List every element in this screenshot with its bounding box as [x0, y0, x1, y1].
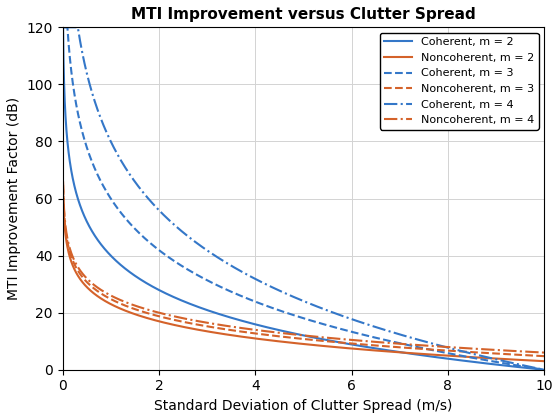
Noncoherent, m = 3 [527, 353, 534, 358]
Coherent, m = 2 [293, 331, 300, 336]
Noncoherent, m = 3 [60, 182, 67, 187]
Coherent, m = 2 [60, 25, 67, 30]
Noncoherent, m = 3 [541, 354, 548, 359]
Title: MTI Improvement versus Clutter Spread: MTI Improvement versus Clutter Spread [131, 7, 476, 22]
Noncoherent, m = 4 [60, 179, 67, 184]
Noncoherent, m = 2 [281, 339, 288, 344]
Noncoherent, m = 2 [527, 358, 534, 363]
Coherent, m = 4 [527, 364, 534, 369]
Coherent, m = 3 [438, 349, 445, 354]
Coherent, m = 2 [438, 355, 445, 360]
Y-axis label: MTI Improvement Factor (dB): MTI Improvement Factor (dB) [7, 97, 21, 300]
Coherent, m = 2 [84, 220, 91, 226]
Coherent, m = 3 [281, 310, 288, 315]
Coherent, m = 2 [527, 366, 534, 371]
Coherent, m = 2 [527, 366, 534, 371]
Legend: Coherent, m = 2, Noncoherent, m = 2, Coherent, m = 3, Noncoherent, m = 3, Cohere: Coherent, m = 2, Noncoherent, m = 2, Coh… [380, 33, 539, 129]
Noncoherent, m = 4 [438, 344, 445, 349]
Coherent, m = 2 [281, 329, 288, 334]
Noncoherent, m = 2 [438, 353, 445, 358]
Noncoherent, m = 3 [527, 353, 534, 358]
Line: Noncoherent, m = 2: Noncoherent, m = 2 [63, 190, 544, 361]
Line: Coherent, m = 2: Coherent, m = 2 [63, 27, 544, 370]
Line: Coherent, m = 3: Coherent, m = 3 [63, 27, 544, 370]
Noncoherent, m = 4 [527, 349, 534, 354]
Coherent, m = 3 [541, 367, 548, 372]
Noncoherent, m = 4 [293, 332, 300, 337]
Coherent, m = 4 [60, 25, 67, 30]
Line: Noncoherent, m = 4: Noncoherent, m = 4 [63, 181, 544, 353]
Noncoherent, m = 3 [84, 280, 91, 285]
Coherent, m = 4 [438, 344, 445, 349]
Line: Noncoherent, m = 3: Noncoherent, m = 3 [63, 185, 544, 356]
Coherent, m = 3 [84, 147, 91, 152]
Coherent, m = 4 [281, 290, 288, 295]
Noncoherent, m = 3 [293, 336, 300, 341]
Noncoherent, m = 4 [541, 350, 548, 355]
Coherent, m = 4 [84, 74, 91, 79]
Coherent, m = 3 [527, 365, 534, 370]
Noncoherent, m = 4 [527, 349, 534, 354]
Coherent, m = 2 [541, 367, 548, 372]
Noncoherent, m = 3 [281, 334, 288, 339]
Noncoherent, m = 4 [281, 331, 288, 336]
Coherent, m = 3 [293, 314, 300, 319]
Noncoherent, m = 2 [527, 358, 534, 363]
Coherent, m = 4 [541, 367, 548, 372]
Noncoherent, m = 4 [84, 277, 91, 282]
Noncoherent, m = 3 [438, 348, 445, 353]
Coherent, m = 4 [293, 296, 300, 301]
Line: Coherent, m = 4: Coherent, m = 4 [63, 27, 544, 370]
Noncoherent, m = 2 [60, 187, 67, 192]
Noncoherent, m = 2 [293, 341, 300, 346]
Noncoherent, m = 2 [84, 285, 91, 290]
Noncoherent, m = 2 [541, 359, 548, 364]
Coherent, m = 4 [527, 364, 534, 369]
Coherent, m = 3 [60, 25, 67, 30]
Coherent, m = 3 [527, 365, 534, 370]
X-axis label: Standard Deviation of Clutter Spread (m/s): Standard Deviation of Clutter Spread (m/… [154, 399, 452, 413]
